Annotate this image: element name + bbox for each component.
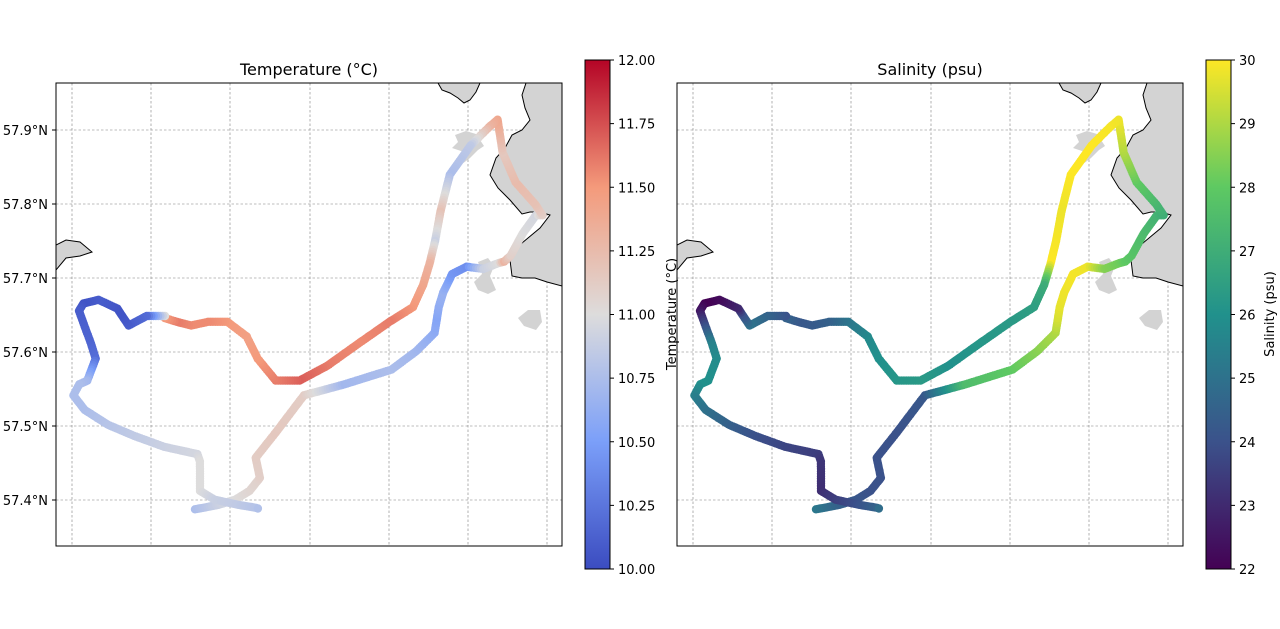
temperature-panel: Temperature (°C) <box>3 54 680 578</box>
salinity-panel: Salinity (psu) <box>676 54 1278 578</box>
lat-tick-label: 57.6°N <box>3 346 48 361</box>
salinity-track <box>690 115 1168 514</box>
colorbar-tick-label: 11.75 <box>618 118 655 133</box>
colorbar-tick-label: 11.25 <box>618 245 655 260</box>
colorbar-tick-label: 27 <box>1239 245 1256 260</box>
temperature-track <box>69 115 547 514</box>
lat-tick-label: 57.5°N <box>3 420 48 435</box>
colorbar-tick-label: 10.75 <box>618 372 655 387</box>
salinity-colorbar: 22 23 24 25 26 27 28 29 30 Salinity (psu) <box>1205 54 1278 578</box>
salinity-axes-frame <box>676 82 1184 547</box>
colorbar-tick-label: 11.50 <box>618 181 655 196</box>
temperature-point <box>253 504 263 513</box>
lat-tick-label: 57.4°N <box>3 494 48 509</box>
temperature-colorbar: 10.00 10.25 10.50 10.75 11.00 11.25 11.50 11.75… <box>584 54 680 578</box>
colorbar-tick-label: 26 <box>1239 309 1256 324</box>
colorbar-tick-label: 12.00 <box>618 54 655 69</box>
colorbar-tick-label: 30 <box>1239 54 1256 69</box>
lat-tick-label: 57.8°N <box>3 198 48 213</box>
colorbar-tick-label: 29 <box>1239 118 1256 133</box>
colorbar-tick-label: 11.00 <box>618 309 655 324</box>
colorbar-tick-label: 25 <box>1239 372 1256 387</box>
colorbar-tick-label: 24 <box>1239 436 1256 451</box>
salinity-point <box>874 504 884 513</box>
land-features <box>56 83 562 330</box>
colorbar-tick-label: 10.00 <box>618 563 655 578</box>
salinity-title: Salinity (psu) <box>877 60 982 79</box>
gridlines <box>56 83 562 546</box>
temperature-axes-frame <box>55 82 563 547</box>
colorbar-tick-label: 23 <box>1239 499 1256 514</box>
colorbar-tick-label: 10.50 <box>618 436 655 451</box>
temperature-colorbar-label: Temperature (°C) <box>665 258 680 371</box>
latitude-ticks: 57.9°N 57.8°N 57.7°N 57.6°N 57.5°N 57.4°… <box>3 124 56 509</box>
gridlines <box>677 83 1183 546</box>
salinity-colorbar-label: Salinity (psu) <box>1263 271 1278 357</box>
temperature-title: Temperature (°C) <box>239 60 378 79</box>
land-features <box>677 83 1183 330</box>
colorbar-tick-label: 10.25 <box>618 499 655 514</box>
lat-tick-label: 57.9°N <box>3 124 48 139</box>
lat-tick-label: 57.7°N <box>3 272 48 287</box>
colorbar-tick-label: 22 <box>1239 563 1256 578</box>
colorbar-tick-label: 28 <box>1239 181 1256 196</box>
